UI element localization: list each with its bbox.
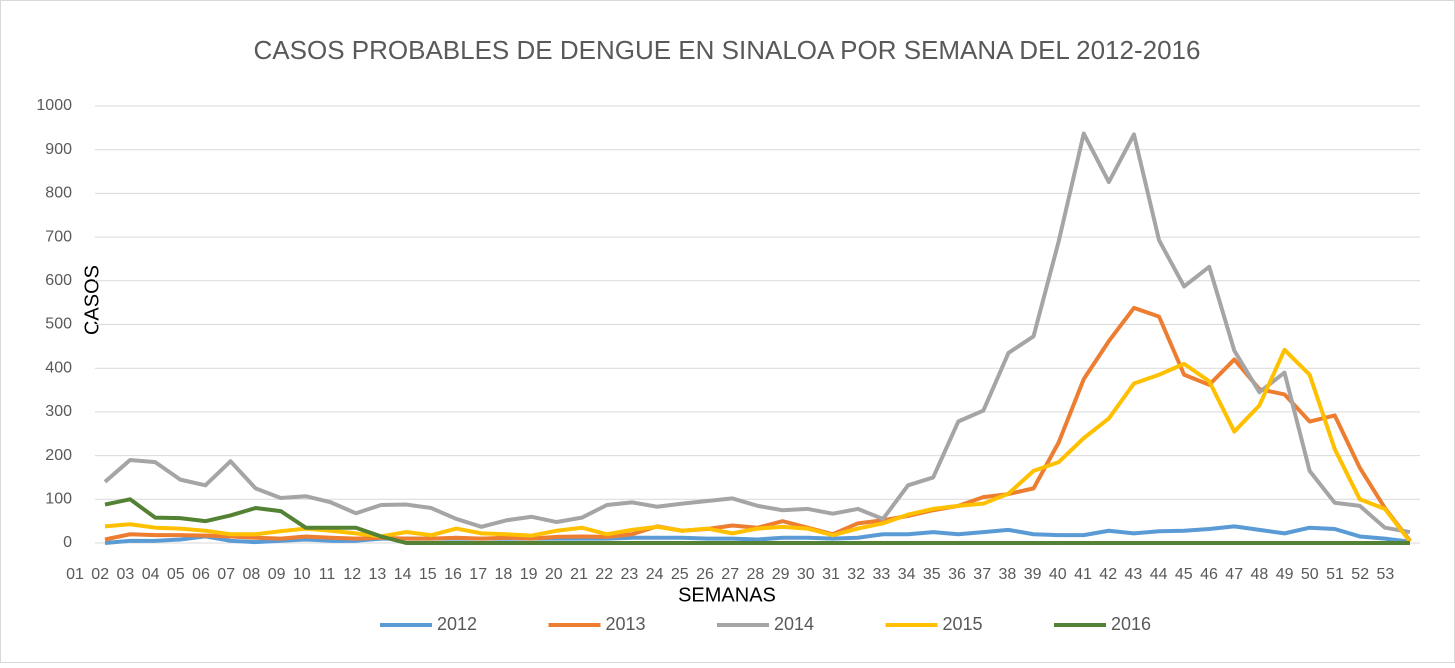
series-line xyxy=(104,497,1410,545)
x-tick-label: 49 xyxy=(1276,566,1294,583)
series-line xyxy=(104,524,1411,545)
y-tick-label: 100 xyxy=(45,491,72,508)
x-tick-label: 07 xyxy=(217,566,235,583)
x-tick-label: 11 xyxy=(319,566,336,583)
x-tick-label: 04 xyxy=(142,566,160,583)
y-tick-label: 900 xyxy=(45,141,72,158)
y-tick-label: 400 xyxy=(45,359,72,376)
legend-label: 2012 xyxy=(437,614,477,634)
x-tick-label: 12 xyxy=(343,566,361,583)
x-tick-label: 28 xyxy=(747,566,765,583)
x-tick-label: 53 xyxy=(1377,566,1395,583)
x-tick-label: 30 xyxy=(797,566,815,583)
x-tick-label: 45 xyxy=(1175,566,1193,583)
y-tick-label: 200 xyxy=(45,447,72,464)
y-tick-label: 500 xyxy=(45,316,72,333)
x-tick-label: 18 xyxy=(495,566,513,583)
x-tick-label: 33 xyxy=(873,566,891,583)
y-tick-label: 1000 xyxy=(36,97,72,114)
x-tick-label: 42 xyxy=(1099,566,1117,583)
x-tick-label: 24 xyxy=(646,566,664,583)
x-tick-label: 14 xyxy=(394,566,412,583)
x-tick-label: 32 xyxy=(847,566,865,583)
x-tick-label: 40 xyxy=(1049,566,1067,583)
x-tick-label: 44 xyxy=(1150,566,1168,583)
legend-label: 2015 xyxy=(943,614,983,634)
x-tick-label: 10 xyxy=(293,566,311,583)
x-tick-label: 47 xyxy=(1225,566,1243,583)
x-tick-label: 26 xyxy=(696,566,714,583)
x-tick-label: 41 xyxy=(1074,566,1092,583)
x-tick-label: 36 xyxy=(948,566,966,583)
y-tick-label: 300 xyxy=(45,403,72,420)
x-tick-label: 17 xyxy=(469,566,487,583)
x-tick-label: 19 xyxy=(520,566,538,583)
legend-label: 2016 xyxy=(1111,614,1151,634)
y-tick-label: 0 xyxy=(63,534,72,551)
y-tick-label: 800 xyxy=(45,185,72,202)
x-tick-label: 15 xyxy=(419,566,437,583)
x-tick-label: 16 xyxy=(444,566,462,583)
x-tick-label: 34 xyxy=(898,566,916,583)
x-tick-label: 35 xyxy=(923,566,941,583)
x-tick-label: 29 xyxy=(772,566,790,583)
x-tick-label: 25 xyxy=(671,566,689,583)
x-tick-label: 43 xyxy=(1125,566,1143,583)
y-tick-label: 700 xyxy=(45,228,72,245)
x-tick-label: 51 xyxy=(1326,566,1344,583)
x-tick-label: 20 xyxy=(545,566,563,583)
x-tick-label: 13 xyxy=(369,566,387,583)
x-tick-label: 50 xyxy=(1301,566,1319,583)
x-tick-label: 52 xyxy=(1351,566,1369,583)
x-tick-label: 23 xyxy=(621,566,639,583)
chart-title: CASOS PROBABLES DE DENGUE EN SINALOA POR… xyxy=(254,35,1201,65)
x-tick-label: 03 xyxy=(117,566,135,583)
x-tick-label: 38 xyxy=(999,566,1017,583)
y-axis-title: CASOS xyxy=(81,265,103,335)
x-tick-label: 08 xyxy=(243,566,261,583)
x-tick-label: 39 xyxy=(1024,566,1042,583)
x-tick-label: 48 xyxy=(1251,566,1269,583)
x-tick-label: 37 xyxy=(973,566,991,583)
legend-label: 2014 xyxy=(774,614,814,634)
y-tick-label: 600 xyxy=(45,272,72,289)
x-tick-label: 31 xyxy=(822,566,840,583)
x-tick-label: 05 xyxy=(167,566,185,583)
series-line xyxy=(103,131,1411,535)
legend-label: 2013 xyxy=(606,614,646,634)
x-tick-label: 22 xyxy=(595,566,613,583)
x-tick-label: 06 xyxy=(192,566,210,583)
x-axis-title: SEMANAS xyxy=(678,584,776,606)
x-tick-label: 01 xyxy=(66,566,84,583)
x-tick-label: 09 xyxy=(268,566,286,583)
series-line xyxy=(104,347,1412,543)
x-tick-label: 27 xyxy=(721,566,739,583)
x-tick-label: 46 xyxy=(1200,566,1218,583)
x-tick-label: 21 xyxy=(570,566,588,583)
x-tick-label: 02 xyxy=(91,566,109,583)
